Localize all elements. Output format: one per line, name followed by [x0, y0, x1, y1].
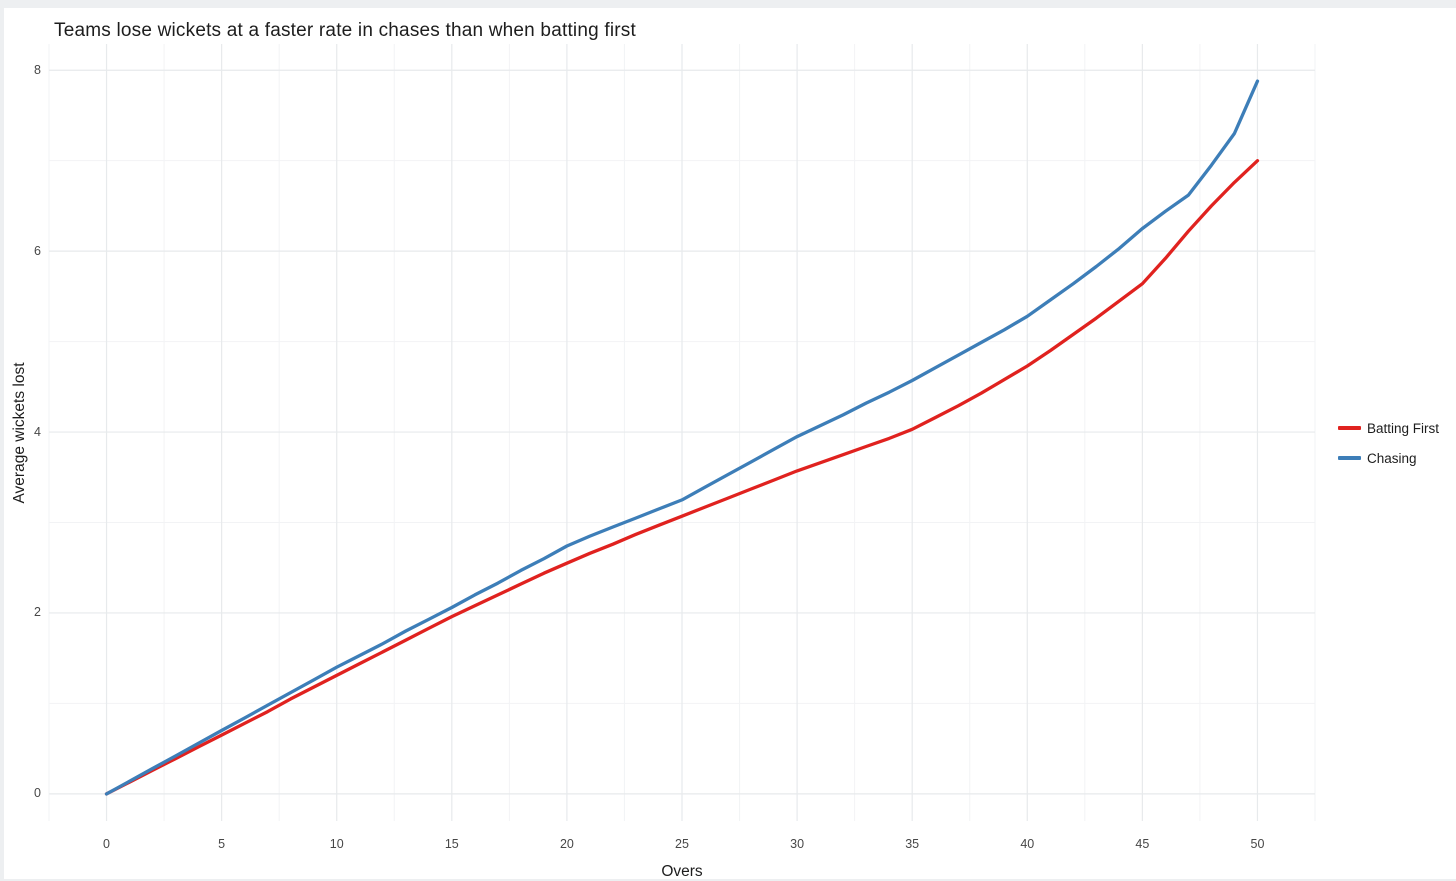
- x-tick-label: 50: [1250, 837, 1265, 851]
- legend-label: Batting First: [1367, 420, 1440, 436]
- x-tick-label: 35: [905, 837, 920, 851]
- x-tick-label: 45: [1135, 837, 1150, 851]
- legend-line-swatch: [1338, 426, 1361, 430]
- x-tick-label: 0: [103, 837, 110, 851]
- x-axis-title: Overs: [661, 863, 703, 880]
- x-tick-label: 40: [1020, 837, 1035, 851]
- chart-figure: Teams lose wickets at a faster rate in c…: [4, 8, 1456, 880]
- chart-title: Teams lose wickets at a faster rate in c…: [54, 20, 636, 41]
- y-tick-label: 2: [34, 605, 41, 620]
- x-tick-label: 15: [444, 837, 459, 851]
- y-tick-label: 6: [34, 243, 41, 258]
- y-axis-title: Average wickets lost: [11, 362, 28, 503]
- series-line: [104, 159, 1260, 796]
- y-tick-label: 4: [34, 424, 41, 439]
- x-tick-label: 25: [675, 837, 689, 851]
- legend-label: Chasing: [1367, 450, 1417, 466]
- y-tick-label: 8: [34, 62, 41, 77]
- legend-line-swatch: [1338, 456, 1361, 460]
- x-tick-label: 20: [559, 837, 574, 851]
- legend-item: Chasing: [1338, 447, 1439, 469]
- legend: Batting First Chasing: [1338, 417, 1439, 477]
- x-tick-label: 30: [790, 837, 805, 851]
- legend-item: Batting First: [1338, 417, 1439, 439]
- plot-area: [48, 44, 1316, 821]
- x-tick-label: 10: [329, 837, 344, 851]
- x-tick-label: 5: [218, 837, 226, 851]
- y-tick-label: 0: [34, 786, 41, 801]
- series-line: [104, 79, 1260, 796]
